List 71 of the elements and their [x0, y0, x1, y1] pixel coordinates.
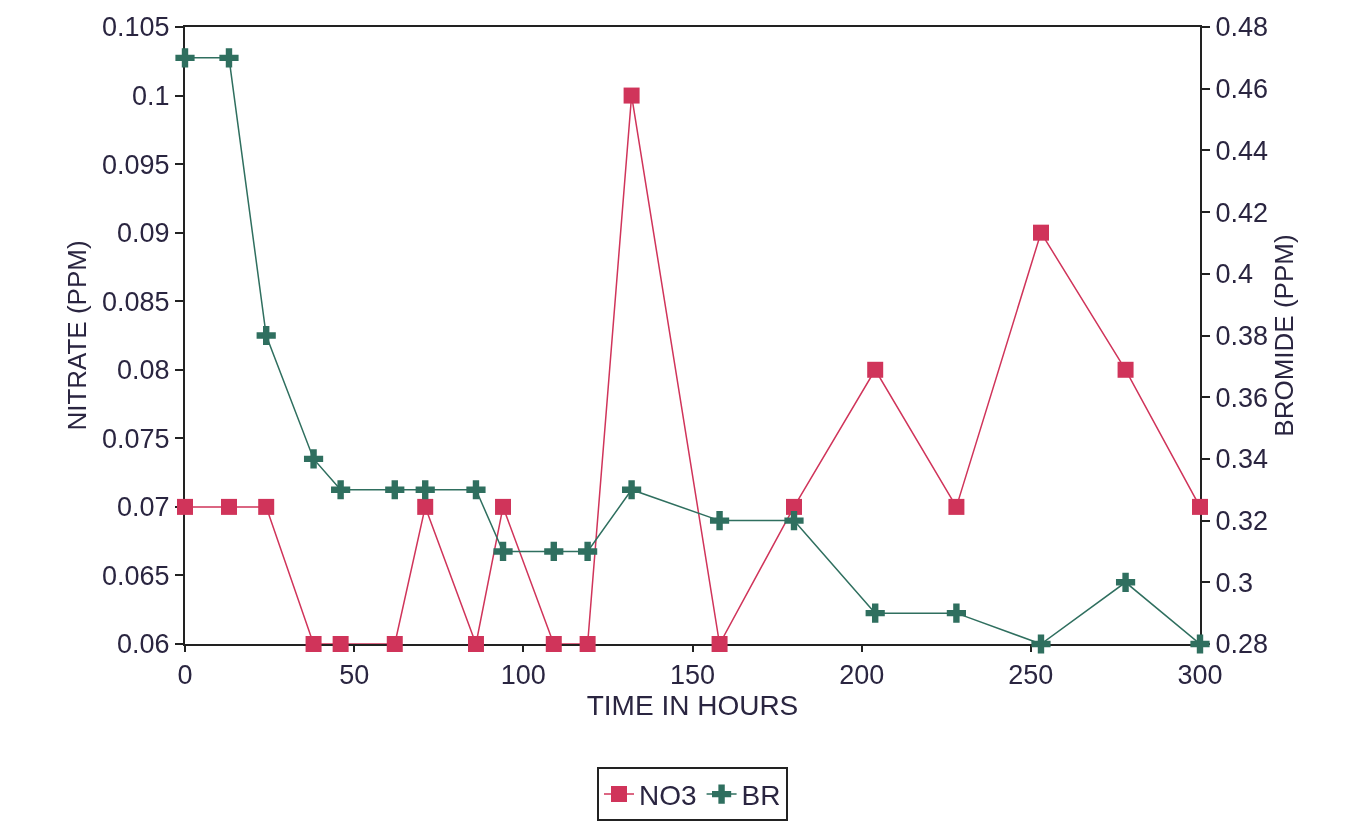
y-tick-label: 0.075: [102, 423, 170, 454]
y2-tick-label: 0.36: [1215, 382, 1268, 413]
point: [1117, 361, 1134, 378]
y2-tick-label: 0.42: [1215, 197, 1268, 228]
legend-label: NO3: [639, 780, 697, 812]
x-tick-label: 300: [1177, 660, 1223, 691]
y-tick-label: 0.065: [102, 560, 170, 591]
y2-tick-label: 0.4: [1215, 259, 1253, 290]
point: [303, 449, 324, 469]
point: [623, 87, 640, 104]
point: [786, 498, 802, 515]
point: [867, 361, 884, 378]
y2-tick-label: 0.46: [1215, 74, 1268, 105]
point: [545, 636, 562, 652]
y2-tick-label: 0.44: [1215, 135, 1268, 166]
point: [219, 48, 239, 68]
y2-axis-title: BROMIDE (PPM): [1269, 234, 1300, 437]
point: [386, 636, 403, 652]
point: [948, 498, 965, 515]
x-tick-label: 150: [669, 660, 716, 691]
point: [467, 636, 484, 652]
point: [1190, 634, 1210, 654]
y2-tick-label: 0.28: [1215, 629, 1268, 660]
y-tick-label: 0.085: [102, 286, 170, 317]
point: [709, 511, 730, 531]
x-axis-title: TIME IN HOURS: [586, 690, 799, 722]
point: [331, 480, 351, 500]
point: [256, 325, 276, 346]
point: [1031, 634, 1051, 654]
point: [466, 480, 486, 500]
point: [495, 498, 512, 515]
y-tick-label: 0.08: [117, 355, 170, 386]
point: [1032, 224, 1049, 241]
y-tick-label: 0.105: [102, 12, 170, 43]
y2-tick-label: 0.32: [1215, 506, 1268, 537]
x-tick-label: 200: [839, 660, 885, 691]
legend-label: BR: [741, 780, 781, 812]
point: [622, 480, 642, 500]
y2-tick-label: 0.3: [1215, 567, 1253, 598]
y-axis-title: NITRATE (PPM): [61, 240, 92, 431]
point: [177, 498, 193, 515]
y-tick-label: 0.07: [117, 492, 170, 523]
y-tick-label: 0.095: [102, 149, 170, 180]
point: [711, 636, 728, 652]
y2-tick-label: 0.34: [1215, 444, 1268, 475]
x-tick-label: 50: [339, 660, 370, 691]
point: [258, 498, 275, 515]
y2-tick-label: 0.38: [1215, 320, 1268, 351]
point: [579, 636, 596, 652]
point: [493, 541, 513, 562]
point: [305, 636, 322, 652]
point: [784, 511, 804, 531]
point: [415, 480, 435, 500]
point: [946, 603, 966, 623]
point: [544, 541, 564, 562]
y2-tick-label: 0.48: [1215, 12, 1268, 43]
point: [865, 603, 885, 623]
point: [175, 48, 195, 68]
point: [332, 636, 349, 652]
y-tick-label: 0.1: [132, 81, 170, 112]
point: [385, 480, 405, 500]
point: [578, 541, 598, 562]
point: [417, 498, 434, 515]
point: [220, 498, 237, 515]
x-tick-label: 100: [500, 660, 546, 691]
y-tick-label: 0.06: [117, 629, 170, 660]
x-tick-label: 0: [177, 660, 193, 691]
y-tick-label: 0.09: [117, 218, 170, 249]
x-tick-label: 250: [1008, 660, 1054, 691]
point: [1192, 498, 1208, 515]
point: [1115, 572, 1136, 592]
